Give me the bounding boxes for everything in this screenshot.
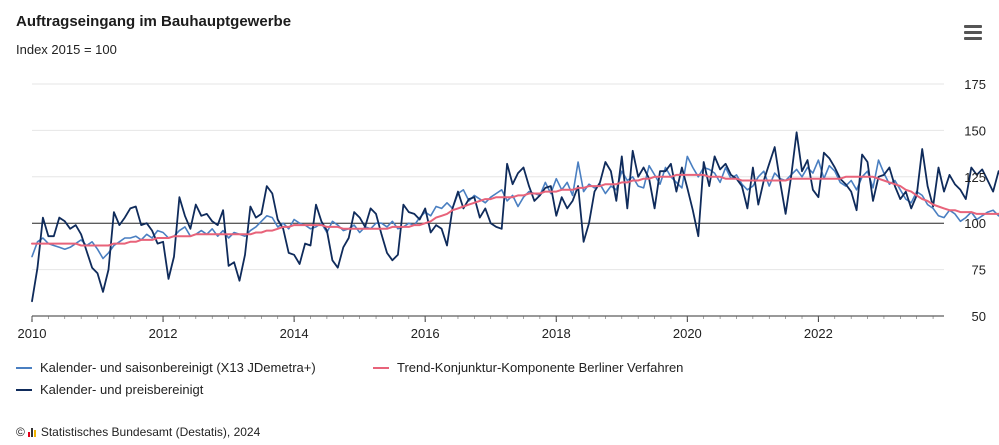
y-tick-label-75: 75: [972, 263, 986, 278]
copyright-symbol: ©: [16, 425, 25, 439]
y-tick-label-50: 50: [972, 309, 986, 324]
x-tick-label-2014: 2014: [280, 326, 309, 341]
series-line-price: [31, 131, 999, 303]
chart-title: Auftragseingang im Bauhauptgewerbe: [16, 13, 292, 30]
legend-item-seasonal[interactable]: Kalender- und saisonbereinigt (X13 JDeme…: [16, 360, 316, 375]
y-tick-label-175: 175: [964, 77, 986, 92]
y-tick-label-125: 125: [964, 170, 986, 185]
series-lines: [31, 131, 999, 303]
legend-label-seasonal: Kalender- und saisonbereinigt (X13 JDeme…: [40, 360, 316, 375]
legend-swatch-seasonal: [16, 366, 32, 369]
legend-label-price: Kalender- und preisbereinigt: [40, 382, 204, 397]
credits[interactable]: © Statistisches Bundesamt (Destatis), 20…: [16, 425, 260, 439]
legend-swatch-price: [16, 388, 32, 391]
x-tick-label-2022: 2022: [804, 326, 833, 341]
y-tick-label-100: 100: [964, 216, 986, 231]
series-line-seasonal: [31, 155, 999, 260]
x-tick-label-2018: 2018: [542, 326, 571, 341]
x-tick-label-2020: 2020: [673, 326, 702, 341]
legend-item-price[interactable]: Kalender- und preisbereinigt: [16, 382, 203, 397]
legend-item-trend[interactable]: Trend-Konjunktur-Komponente Berliner Ver…: [373, 360, 683, 375]
legend-swatch-trend: [373, 366, 389, 369]
destatis-logo-icon: [27, 427, 36, 437]
x-tick-label-2016: 2016: [411, 326, 440, 341]
credits-text: Statistisches Bundesamt (Destatis), 2024: [40, 425, 261, 439]
x-tick-label-2010: 2010: [18, 326, 47, 341]
grid-lines: [32, 83, 944, 271]
axes: 50 75 100 125 150 175 2010 2012 2014 2016 2018 2020…: [18, 77, 986, 341]
line-chart: 50 75 100 125 150 175 2010 2012 2014 2016 2018 2020…: [18, 77, 999, 341]
legend-label-trend: Trend-Konjunktur-Komponente Berliner Ver…: [397, 360, 684, 375]
x-tick-label-2012: 2012: [149, 326, 178, 341]
hamburger-menu-icon[interactable]: [962, 24, 984, 40]
y-tick-label-150: 150: [964, 123, 986, 138]
chart-subtitle: Index 2015 = 100: [16, 42, 117, 57]
series-line-trend: [31, 173, 999, 247]
